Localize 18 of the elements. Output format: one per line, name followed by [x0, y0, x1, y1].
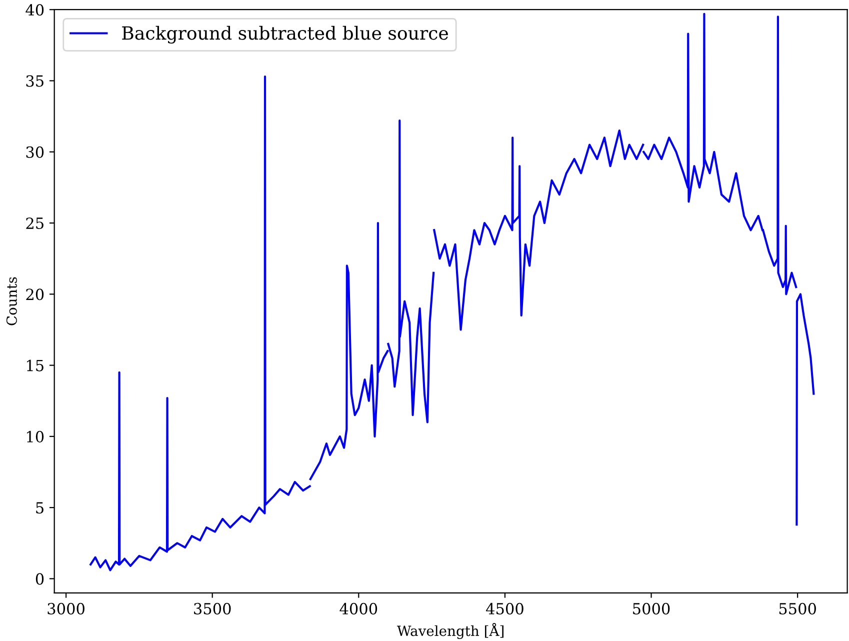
y-tick-label: 20 [26, 288, 44, 300]
x-tick-label: 4000 [340, 602, 378, 614]
y-tick-label: 30 [26, 146, 44, 158]
y-tick-label: 25 [26, 217, 44, 230]
y-tick-label: 10 [27, 430, 44, 442]
x-tick-label: 5000 [633, 602, 670, 614]
x-tick-label: 4500 [486, 602, 524, 614]
y-tick-label: 5 [36, 502, 44, 514]
y-tick-label: 35 [26, 75, 44, 87]
y-tick-label: 15 [27, 360, 44, 372]
legend-label: Background subtracted blue source [122, 26, 448, 44]
x-axis-title: Wavelength [Å] [397, 622, 504, 639]
x-tick-label: 3000 [48, 602, 84, 614]
y-tick-label: 0 [36, 573, 44, 585]
x-tick-label: 3500 [194, 602, 231, 614]
y-tick-label: 40 [26, 4, 44, 16]
y-axis-title: Counts [6, 277, 17, 326]
x-tick-label: 5500 [779, 602, 816, 614]
